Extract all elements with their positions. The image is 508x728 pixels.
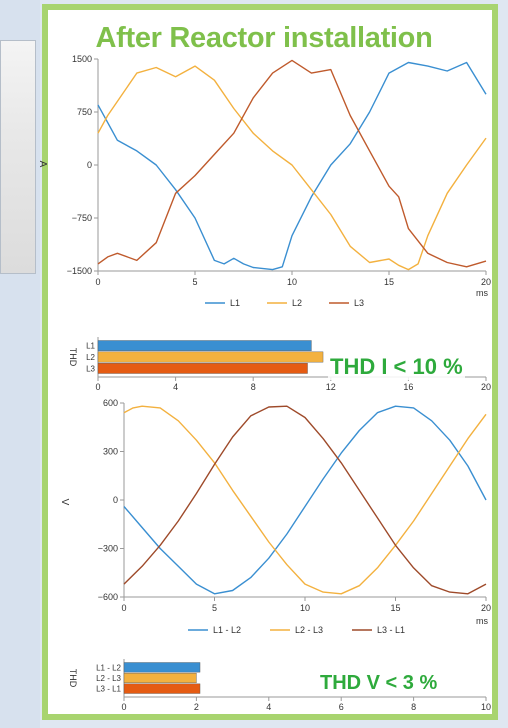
y-tick-label-2: −600 bbox=[98, 592, 118, 602]
bar-x-tick-label-3: 8 bbox=[411, 702, 416, 712]
left-panel bbox=[0, 0, 40, 728]
legend-label-0-0: L1 bbox=[230, 298, 240, 308]
legend-label-2-1: L2 - L3 bbox=[295, 625, 323, 635]
legend-label-0-2: L3 bbox=[354, 298, 364, 308]
bar-category-label-1-1: L2 bbox=[86, 353, 95, 362]
bar-x-tick-label-1: 12 bbox=[326, 382, 336, 392]
x-tick-label-2: 10 bbox=[300, 603, 310, 613]
y-tick-label-0: −1500 bbox=[67, 266, 92, 276]
thd-bar-3-2 bbox=[123, 683, 201, 694]
x-tick-label-0: 0 bbox=[95, 277, 100, 287]
bar-category-label-3-2: L3 - L1 bbox=[96, 685, 121, 694]
thd-bar-3-1 bbox=[123, 672, 197, 684]
left-photo bbox=[0, 40, 36, 274]
y-tick-label-0: 0 bbox=[87, 160, 92, 170]
bar-x-tick-label-1: 16 bbox=[403, 382, 413, 392]
y-tick-label-2: −300 bbox=[98, 544, 118, 554]
thd-bar-1-2 bbox=[97, 362, 308, 374]
y-axis-label-2: V bbox=[59, 499, 70, 506]
series-line-0-2 bbox=[97, 59, 487, 268]
x-tick-label-0: 15 bbox=[384, 277, 394, 287]
y-tick-label-0: 750 bbox=[77, 107, 92, 117]
bar-category-label-3-1: L2 - L3 bbox=[96, 674, 121, 683]
series-line-2-1 bbox=[123, 405, 487, 595]
thd-bar-1-0 bbox=[97, 340, 312, 352]
x-tick-label-0: 5 bbox=[192, 277, 197, 287]
bar-category-label-3-0: L1 - L2 bbox=[96, 663, 121, 672]
x-tick-label-2: 0 bbox=[121, 603, 126, 613]
thd-bar-1-1 bbox=[97, 351, 324, 363]
bar-x-tick-label-1: 20 bbox=[481, 382, 491, 392]
legend-label-2-0: L1 - L2 bbox=[213, 625, 241, 635]
thd-bar-3-0 bbox=[123, 662, 201, 673]
bar-x-tick-label-3: 4 bbox=[266, 702, 271, 712]
bar-category-label-1-2: L3 bbox=[86, 364, 95, 373]
x-tick-label-2: 15 bbox=[390, 603, 400, 613]
x-tick-label-2: 20 bbox=[481, 603, 491, 613]
bar-axis-label-3: THD bbox=[68, 669, 78, 688]
y-axis-label-0: A bbox=[37, 161, 48, 168]
x-axis-label-2: ms bbox=[476, 616, 488, 626]
series-line-2-2 bbox=[123, 405, 487, 595]
bar-x-tick-label-3: 6 bbox=[339, 702, 344, 712]
bar-axis-label-1: THD bbox=[68, 348, 78, 367]
bar-x-tick-label-3: 10 bbox=[481, 702, 491, 712]
bar-x-tick-label-1: 8 bbox=[251, 382, 256, 392]
y-tick-label-2: 300 bbox=[103, 447, 118, 457]
y-tick-label-2: 600 bbox=[103, 398, 118, 408]
bar-x-tick-label-1: 4 bbox=[173, 382, 178, 392]
bar-category-label-1-0: L1 bbox=[86, 342, 95, 351]
y-tick-label-0: −750 bbox=[72, 213, 92, 223]
y-tick-label-2: 0 bbox=[113, 495, 118, 505]
x-axis-label-0: ms bbox=[476, 288, 488, 298]
y-tick-label-0: 1500 bbox=[72, 54, 92, 64]
legend-label-0-1: L2 bbox=[292, 298, 302, 308]
bar-x-tick-label-3: 2 bbox=[194, 702, 199, 712]
page-title: After Reactor installation bbox=[95, 22, 433, 54]
legend-label-2-2: L3 - L1 bbox=[377, 625, 405, 635]
x-tick-label-0: 20 bbox=[481, 277, 491, 287]
series-line-0-1 bbox=[97, 65, 487, 271]
bar-x-tick-label-3: 0 bbox=[121, 702, 126, 712]
series-line-0-0 bbox=[97, 61, 487, 271]
thd-voltage-badge: THD V < 3 % bbox=[318, 672, 440, 695]
bar-x-tick-label-1: 0 bbox=[95, 382, 100, 392]
series-line-2-0 bbox=[123, 405, 487, 595]
x-tick-label-0: 10 bbox=[287, 277, 297, 287]
thd-current-badge: THD I < 10 % bbox=[328, 354, 465, 380]
x-tick-label-2: 5 bbox=[212, 603, 217, 613]
